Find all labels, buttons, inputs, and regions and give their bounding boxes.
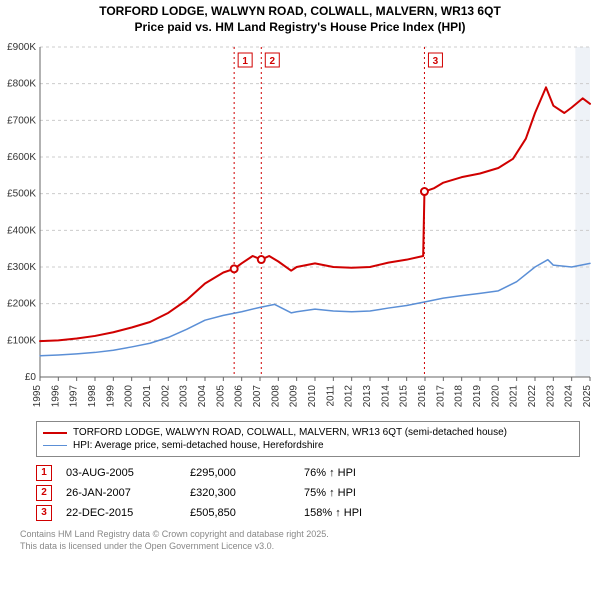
event-date: 22-DEC-2015 xyxy=(66,507,176,519)
svg-text:2009: 2009 xyxy=(289,385,300,408)
svg-text:2001: 2001 xyxy=(142,385,153,408)
svg-text:2003: 2003 xyxy=(179,385,190,408)
svg-text:2000: 2000 xyxy=(124,385,135,408)
svg-text:2014: 2014 xyxy=(380,385,391,408)
svg-text:£300K: £300K xyxy=(7,262,36,273)
chart-title: TORFORD LODGE, WALWYN ROAD, COLWALL, MAL… xyxy=(0,0,600,37)
svg-text:1995: 1995 xyxy=(32,385,43,408)
svg-text:2002: 2002 xyxy=(160,385,171,408)
event-date: 03-AUG-2005 xyxy=(66,467,176,479)
legend-row: TORFORD LODGE, WALWYN ROAD, COLWALL, MAL… xyxy=(43,426,573,439)
event-row: 2 26-JAN-2007 £320,300 75% ↑ HPI xyxy=(36,483,580,503)
legend-swatch xyxy=(43,432,67,434)
svg-text:1998: 1998 xyxy=(87,385,98,408)
event-price: £320,300 xyxy=(190,487,290,499)
event-delta: 76% ↑ HPI xyxy=(304,467,580,479)
event-marker: 3 xyxy=(36,505,52,521)
svg-text:2013: 2013 xyxy=(362,385,373,408)
svg-text:2004: 2004 xyxy=(197,385,208,408)
svg-text:2: 2 xyxy=(270,56,276,67)
svg-text:£100K: £100K xyxy=(7,336,36,347)
footer-note: Contains HM Land Registry data © Crown c… xyxy=(20,529,580,552)
event-price: £295,000 xyxy=(190,467,290,479)
svg-text:2015: 2015 xyxy=(399,385,410,408)
svg-text:2021: 2021 xyxy=(509,385,520,408)
svg-text:1: 1 xyxy=(242,56,248,67)
legend-row: HPI: Average price, semi-detached house,… xyxy=(43,439,573,452)
legend-swatch xyxy=(43,445,67,446)
svg-text:2016: 2016 xyxy=(417,385,428,408)
svg-text:2008: 2008 xyxy=(270,385,281,408)
event-list: 1 03-AUG-2005 £295,000 76% ↑ HPI 2 26-JAN-200… xyxy=(36,463,580,523)
title-line1: TORFORD LODGE, WALWYN ROAD, COLWALL, MAL… xyxy=(0,4,600,20)
page-root: TORFORD LODGE, WALWYN ROAD, COLWALL, MAL… xyxy=(0,0,600,553)
svg-text:2018: 2018 xyxy=(454,385,465,408)
svg-text:1999: 1999 xyxy=(105,385,116,408)
event-delta: 75% ↑ HPI xyxy=(304,487,580,499)
event-date: 26-JAN-2007 xyxy=(66,487,176,499)
event-price: £505,850 xyxy=(190,507,290,519)
legend: TORFORD LODGE, WALWYN ROAD, COLWALL, MAL… xyxy=(36,421,580,457)
svg-text:2012: 2012 xyxy=(344,385,355,408)
svg-text:£600K: £600K xyxy=(7,152,36,163)
svg-text:2020: 2020 xyxy=(490,385,501,408)
event-marker: 2 xyxy=(36,485,52,501)
svg-text:1997: 1997 xyxy=(69,385,80,408)
svg-text:2006: 2006 xyxy=(234,385,245,408)
svg-text:£700K: £700K xyxy=(7,116,36,127)
svg-text:2005: 2005 xyxy=(215,385,226,408)
svg-text:2010: 2010 xyxy=(307,385,318,408)
svg-text:2023: 2023 xyxy=(545,385,556,408)
svg-text:2024: 2024 xyxy=(564,385,575,408)
chart-svg: £0 £100K £200K £300K £400K £500K £600K £700K £80… xyxy=(0,37,600,417)
svg-text:2011: 2011 xyxy=(325,385,336,407)
svg-text:2019: 2019 xyxy=(472,385,483,408)
svg-text:3: 3 xyxy=(433,56,439,67)
event-delta: 158% ↑ HPI xyxy=(304,507,580,519)
svg-text:2025: 2025 xyxy=(582,385,593,408)
event-row: 1 03-AUG-2005 £295,000 76% ↑ HPI xyxy=(36,463,580,483)
svg-text:£800K: £800K xyxy=(7,79,36,90)
svg-text:2022: 2022 xyxy=(527,385,538,408)
event-marker: 1 xyxy=(36,465,52,481)
svg-text:£200K: £200K xyxy=(7,299,36,310)
svg-text:2007: 2007 xyxy=(252,385,263,408)
svg-text:£500K: £500K xyxy=(7,189,36,200)
svg-text:2017: 2017 xyxy=(435,385,446,408)
svg-text:1996: 1996 xyxy=(50,385,61,408)
legend-label: TORFORD LODGE, WALWYN ROAD, COLWALL, MAL… xyxy=(73,427,507,438)
svg-text:£0: £0 xyxy=(25,372,37,383)
svg-text:£400K: £400K xyxy=(7,226,36,237)
svg-text:£900K: £900K xyxy=(7,42,36,53)
chart-area: £0 £100K £200K £300K £400K £500K £600K £700K £80… xyxy=(0,37,600,417)
footer-line2: This data is licensed under the Open Gov… xyxy=(20,541,580,553)
title-line2: Price paid vs. HM Land Registry's House … xyxy=(0,20,600,36)
legend-label: HPI: Average price, semi-detached house,… xyxy=(73,440,324,451)
footer-line1: Contains HM Land Registry data © Crown c… xyxy=(20,529,580,541)
event-row: 3 22-DEC-2015 £505,850 158% ↑ HPI xyxy=(36,503,580,523)
